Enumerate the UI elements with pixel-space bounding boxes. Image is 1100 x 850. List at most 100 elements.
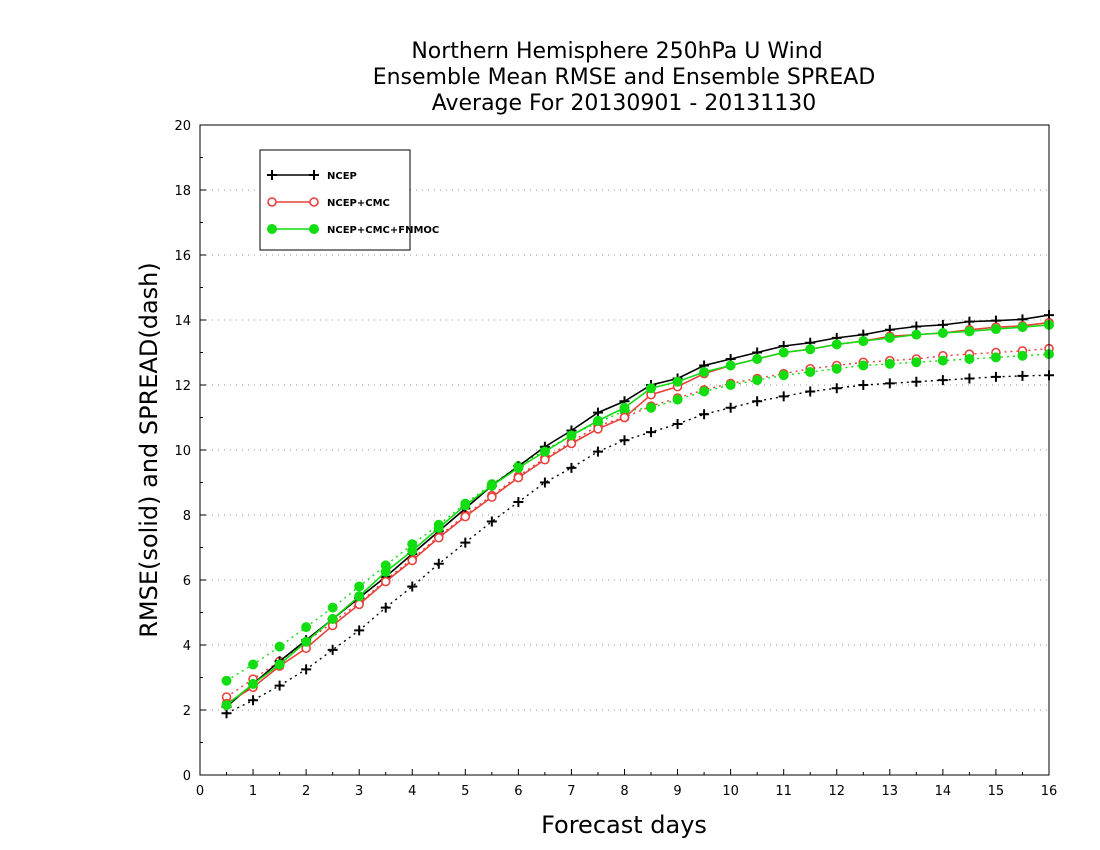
series-ncep-spread-point [354, 625, 365, 636]
series-ncep-cmc-fnmoc-spread-point [354, 581, 365, 592]
y-tick-label: 10 [174, 444, 191, 459]
x-tick-label: 10 [722, 784, 739, 799]
series-ncep-rmse-line [226, 314, 1050, 708]
legend-item-ncep: NCEP [267, 170, 357, 182]
series-ncep-cmc-fnmoc-rmse-point [646, 383, 657, 394]
chart-title: Northern Hemisphere 250hPa U Wind Ensemb… [373, 39, 876, 116]
series-ncep-spread-point [831, 383, 842, 394]
title-line-3: Average For 20130901 - 20131130 [432, 91, 817, 116]
series-ncep-spread-point [619, 435, 630, 446]
series-ncep-cmc-fnmoc-spread-point [327, 602, 338, 613]
y-tick-label: 2 [183, 704, 191, 719]
series-ncep-cmc-fnmoc-rmse-point [433, 523, 444, 533]
x-tick-label: 13 [882, 784, 899, 799]
rmse-series-layer [221, 310, 1054, 712]
series-ncep-spread-point [858, 380, 869, 390]
x-tick-label: 16 [1041, 784, 1058, 799]
series-ncep-cmc-rmse-point [566, 438, 577, 449]
series-ncep-cmc-fnmoc-spread-point [831, 363, 842, 374]
series-ncep-cmc-fnmoc-spread-point [1017, 350, 1028, 361]
series-ncep-cmc-fnmoc-rmse-point [858, 336, 869, 347]
grid-lines [200, 189, 1049, 711]
series-ncep-cmc-fnmoc-rmse-point [1017, 322, 1028, 333]
series-ncep-cmc-fnmoc-spread-point [937, 355, 948, 366]
legend-items: NCEP NCEP+CMC NCEP+CMC+FNMOC [267, 170, 439, 236]
series-ncep-spread-point [539, 477, 550, 488]
series-ncep-spread-point [778, 391, 789, 402]
series-ncep-cmc-fnmoc-rmse-point [274, 659, 285, 670]
series-ncep-cmc-fnmoc-spread-point [752, 375, 763, 386]
x-tick-label: 15 [988, 784, 1005, 799]
series-ncep-cmc-fnmoc-rmse-point [327, 614, 338, 624]
series-ncep-spread-point [884, 378, 895, 389]
series-ncep-cmc-fnmoc-rmse-point [592, 415, 603, 426]
x-tick-label: 1 [249, 784, 257, 799]
x-tick-label: 4 [408, 784, 416, 799]
series-ncep-spread-point [274, 680, 285, 691]
series-ncep-spread-point [990, 371, 1001, 382]
y-tick-label: 0 [183, 769, 191, 784]
series-ncep-cmc-fnmoc-rmse-point [752, 354, 763, 364]
series-ncep-cmc-rmse-line [226, 321, 1050, 705]
y-tick-label: 14 [174, 314, 191, 329]
series-ncep-cmc-fnmoc-rmse-point [672, 376, 683, 387]
series-ncep-cmc-fnmoc-spread-point [778, 370, 789, 381]
y-axis-label: RMSE(solid) and SPREAD(dash) [135, 262, 163, 638]
series-ncep-cmc-rmse-point [380, 576, 391, 587]
x-tick-label: 8 [620, 784, 628, 799]
title-line-1: Northern Hemisphere 250hPa U Wind [411, 39, 822, 64]
series-ncep-cmc-fnmoc-spread-point [248, 659, 259, 670]
legend-item-ncep-cmc-fnmoc: NCEP+CMC+FNMOC [267, 224, 439, 236]
y-tick-label: 20 [174, 119, 191, 134]
series-ncep-spread-point [248, 695, 259, 706]
series-ncep-cmc-fnmoc-spread-point [858, 360, 869, 371]
series-ncep-spread-point [433, 558, 444, 569]
x-tick-label: 3 [355, 784, 363, 799]
series-ncep-cmc-fnmoc-rmse-point [699, 367, 710, 377]
series-ncep-cmc-fnmoc-spread-point [805, 367, 816, 377]
series-ncep-cmc-spread-line [226, 347, 1050, 698]
series-ncep-spread-point [937, 375, 948, 386]
series-ncep-cmc-rmse-point [407, 555, 418, 566]
series-ncep-cmc-fnmoc-rmse-point [990, 324, 1001, 335]
x-tick-label: 7 [567, 784, 575, 799]
series-ncep-spread-point [699, 409, 710, 420]
series-ncep-cmc-fnmoc-rmse-point [566, 430, 577, 441]
legend-label: NCEP [327, 171, 357, 182]
series-ncep-cmc-fnmoc-spread-point [725, 380, 736, 390]
series-ncep-cmc-fnmoc-spread-point [699, 386, 710, 397]
series-ncep-cmc-fnmoc-rmse-point [301, 636, 312, 647]
series-ncep-cmc-fnmoc-rmse-point [964, 326, 975, 337]
series-ncep-cmc-rmse-point [433, 532, 444, 543]
spread-series-layer [221, 343, 1054, 719]
series-ncep-cmc-fnmoc-rmse-point [460, 500, 471, 511]
y-tick-label: 12 [174, 379, 191, 394]
legend-marker [309, 170, 319, 180]
x-tick-label: 5 [461, 784, 469, 799]
series-ncep-cmc-fnmoc-rmse-point [354, 591, 365, 602]
series-ncep-cmc-fnmoc-rmse-point [619, 402, 630, 413]
x-tick-label: 11 [775, 784, 792, 799]
x-axis-label: Forecast days [541, 811, 707, 839]
series-ncep-cmc-fnmoc-rmse-point [248, 679, 259, 689]
series-ncep-spread-point [327, 644, 338, 655]
title-line-2: Ensemble Mean RMSE and Ensemble SPREAD [373, 65, 876, 90]
series-ncep-cmc-fnmoc-rmse-line [226, 324, 1050, 706]
series-ncep-cmc-rmse-point [354, 599, 364, 610]
series-ncep-spread-point [964, 373, 975, 384]
series-ncep-spread-point [380, 602, 391, 613]
series-ncep-cmc-fnmoc-rmse-point [380, 566, 391, 577]
legend-marker [309, 197, 319, 207]
y-axis-ticks: 0 2 4 6 8 10 12 14 16 18 20 [174, 119, 206, 784]
series-ncep-cmc-fnmoc-spread-point [301, 622, 312, 633]
y-tick-label: 16 [174, 249, 191, 264]
y-tick-label: 4 [183, 639, 191, 654]
legend-box [259, 149, 411, 251]
series-ncep-spread-point [486, 516, 497, 527]
legend-marker [267, 170, 277, 180]
x-tick-label: 6 [514, 784, 522, 799]
x-axis-ticks: 0 1 2 3 4 5 6 7 8 9 10 11 12 13 14 15 16 [196, 769, 1057, 799]
series-ncep-cmc-fnmoc-spread-point [672, 394, 683, 405]
x-tick-label: 9 [673, 784, 681, 799]
legend-label: NCEP+CMC+FNMOC [327, 225, 439, 236]
